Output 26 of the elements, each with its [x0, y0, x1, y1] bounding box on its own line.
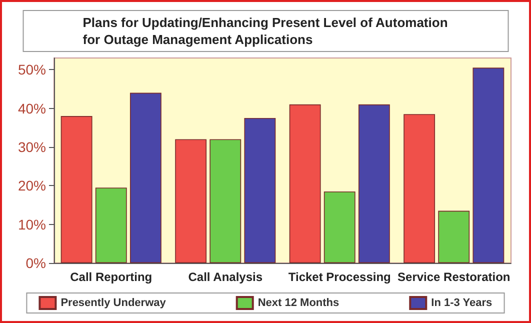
bar: [404, 114, 436, 263]
bar: [130, 92, 162, 263]
y-tick-label: 40%: [18, 100, 46, 116]
bar: [60, 116, 92, 263]
bar: [175, 139, 207, 263]
y-tick-label: 10%: [18, 216, 46, 232]
x-tick-label: Service Restoration: [398, 270, 510, 284]
y-tick-label: 20%: [18, 178, 46, 194]
x-tick-label: Ticket Processing: [288, 270, 391, 284]
bar: [244, 118, 276, 263]
legend-label: Presently Underway: [60, 297, 167, 309]
bar: [95, 188, 127, 263]
bar: [472, 68, 504, 263]
legend-label: Next 12 Months: [258, 297, 340, 309]
y-tick-label: 50%: [18, 62, 46, 78]
y-tick-label: 0%: [26, 255, 46, 271]
y-tick-label: 30%: [18, 138, 46, 155]
bar: [210, 139, 242, 263]
bar: [358, 104, 390, 263]
bar: [324, 191, 356, 263]
x-tick-label: Call Analysis: [188, 270, 263, 284]
x-tick-label: Call Reporting: [70, 270, 152, 284]
bar: [289, 104, 321, 263]
legend-label: In 1-3 Years: [431, 297, 492, 309]
bar: [438, 210, 470, 263]
chart-title: Plans for Updating/Enhancing Present Level of Automation for Outage Management Applications: [82, 15, 448, 47]
